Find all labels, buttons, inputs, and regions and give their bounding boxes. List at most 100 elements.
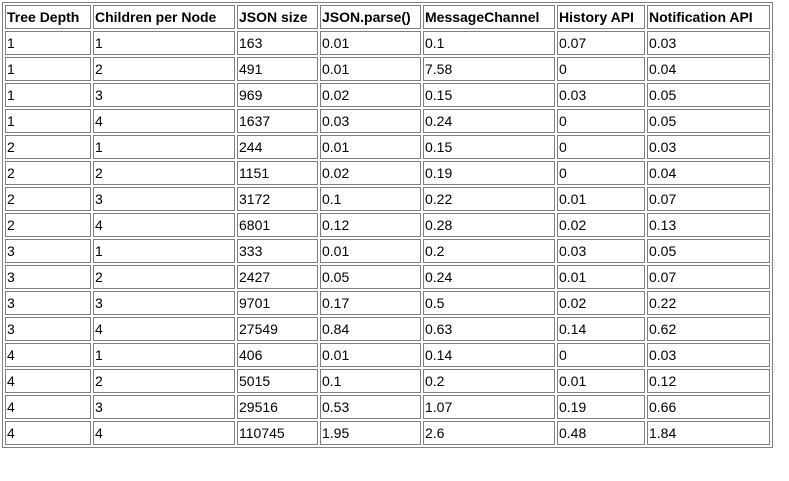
cell-children-per-node: 2 xyxy=(93,265,235,289)
cell-children-per-node: 4 xyxy=(93,421,235,445)
cell-json-size: 406 xyxy=(237,343,318,367)
cell-history-api: 0.07 xyxy=(557,31,645,55)
table-row: 3 4 27549 0.84 0.63 0.14 0.62 xyxy=(5,317,770,341)
cell-message-channel: 0.15 xyxy=(423,83,555,107)
cell-tree-depth: 3 xyxy=(5,239,91,263)
cell-history-api: 0.01 xyxy=(557,369,645,393)
cell-message-channel: 0.22 xyxy=(423,187,555,211)
cell-message-channel: 0.63 xyxy=(423,317,555,341)
cell-message-channel: 0.2 xyxy=(423,239,555,263)
cell-history-api: 0.03 xyxy=(557,83,645,107)
cell-tree-depth: 3 xyxy=(5,265,91,289)
cell-json-size: 1151 xyxy=(237,161,318,185)
cell-notification-api: 0.12 xyxy=(647,369,770,393)
cell-json-parse: 0.05 xyxy=(320,265,421,289)
table-row: 4 2 5015 0.1 0.2 0.01 0.12 xyxy=(5,369,770,393)
cell-tree-depth: 4 xyxy=(5,421,91,445)
cell-json-parse: 0.03 xyxy=(320,109,421,133)
table-row: 1 4 1637 0.03 0.24 0 0.05 xyxy=(5,109,770,133)
cell-history-api: 0.01 xyxy=(557,187,645,211)
cell-json-parse: 0.17 xyxy=(320,291,421,315)
cell-history-api: 0.48 xyxy=(557,421,645,445)
cell-message-channel: 0.1 xyxy=(423,31,555,55)
cell-tree-depth: 4 xyxy=(5,343,91,367)
cell-children-per-node: 2 xyxy=(93,57,235,81)
cell-tree-depth: 2 xyxy=(5,135,91,159)
cell-history-api: 0 xyxy=(557,135,645,159)
cell-json-size: 5015 xyxy=(237,369,318,393)
cell-json-size: 333 xyxy=(237,239,318,263)
cell-tree-depth: 1 xyxy=(5,57,91,81)
cell-json-parse: 0.1 xyxy=(320,369,421,393)
cell-json-size: 2427 xyxy=(237,265,318,289)
cell-history-api: 0 xyxy=(557,57,645,81)
cell-history-api: 0.03 xyxy=(557,239,645,263)
header-message-channel: MessageChannel xyxy=(423,5,555,29)
cell-tree-depth: 2 xyxy=(5,213,91,237)
cell-json-size: 1637 xyxy=(237,109,318,133)
table-row: 1 1 163 0.01 0.1 0.07 0.03 xyxy=(5,31,770,55)
table-container: Tree Depth Children per Node JSON size J… xyxy=(2,2,773,448)
cell-json-size: 27549 xyxy=(237,317,318,341)
cell-json-size: 969 xyxy=(237,83,318,107)
cell-tree-depth: 4 xyxy=(5,395,91,419)
cell-children-per-node: 1 xyxy=(93,343,235,367)
cell-json-parse: 0.84 xyxy=(320,317,421,341)
cell-tree-depth: 3 xyxy=(5,317,91,341)
cell-history-api: 0 xyxy=(557,343,645,367)
cell-json-parse: 1.95 xyxy=(320,421,421,445)
cell-tree-depth: 2 xyxy=(5,161,91,185)
cell-message-channel: 1.07 xyxy=(423,395,555,419)
cell-message-channel: 0.5 xyxy=(423,291,555,315)
cell-history-api: 0.02 xyxy=(557,213,645,237)
cell-json-parse: 0.02 xyxy=(320,83,421,107)
cell-notification-api: 0.62 xyxy=(647,317,770,341)
cell-json-size: 3172 xyxy=(237,187,318,211)
cell-notification-api: 0.05 xyxy=(647,109,770,133)
cell-json-parse: 0.1 xyxy=(320,187,421,211)
cell-message-channel: 7.58 xyxy=(423,57,555,81)
cell-history-api: 0 xyxy=(557,109,645,133)
cell-json-parse: 0.53 xyxy=(320,395,421,419)
table-row: 2 4 6801 0.12 0.28 0.02 0.13 xyxy=(5,213,770,237)
table-row: 3 3 9701 0.17 0.5 0.02 0.22 xyxy=(5,291,770,315)
cell-json-size: 6801 xyxy=(237,213,318,237)
table-row: 4 4 110745 1.95 2.6 0.48 1.84 xyxy=(5,421,770,445)
results-table: Tree Depth Children per Node JSON size J… xyxy=(2,2,773,448)
cell-json-parse: 0.01 xyxy=(320,31,421,55)
cell-notification-api: 1.84 xyxy=(647,421,770,445)
table-row: 1 3 969 0.02 0.15 0.03 0.05 xyxy=(5,83,770,107)
table-row: 3 2 2427 0.05 0.24 0.01 0.07 xyxy=(5,265,770,289)
cell-history-api: 0.01 xyxy=(557,265,645,289)
cell-tree-depth: 1 xyxy=(5,109,91,133)
header-json-size: JSON size xyxy=(237,5,318,29)
table-header: Tree Depth Children per Node JSON size J… xyxy=(5,5,770,29)
cell-children-per-node: 1 xyxy=(93,31,235,55)
cell-children-per-node: 3 xyxy=(93,291,235,315)
cell-notification-api: 0.03 xyxy=(647,135,770,159)
cell-json-size: 163 xyxy=(237,31,318,55)
cell-history-api: 0.02 xyxy=(557,291,645,315)
cell-notification-api: 0.13 xyxy=(647,213,770,237)
header-row: Tree Depth Children per Node JSON size J… xyxy=(5,5,770,29)
cell-message-channel: 0.24 xyxy=(423,109,555,133)
cell-children-per-node: 2 xyxy=(93,161,235,185)
cell-message-channel: 0.28 xyxy=(423,213,555,237)
header-children-per-node: Children per Node xyxy=(93,5,235,29)
cell-notification-api: 0.07 xyxy=(647,187,770,211)
cell-json-size: 29516 xyxy=(237,395,318,419)
cell-json-parse: 0.01 xyxy=(320,343,421,367)
cell-notification-api: 0.03 xyxy=(647,343,770,367)
cell-message-channel: 0.19 xyxy=(423,161,555,185)
cell-notification-api: 0.05 xyxy=(647,239,770,263)
cell-children-per-node: 3 xyxy=(93,187,235,211)
table-row: 2 1 244 0.01 0.15 0 0.03 xyxy=(5,135,770,159)
table-body: 1 1 163 0.01 0.1 0.07 0.03 1 2 491 0.01 … xyxy=(5,31,770,445)
cell-children-per-node: 1 xyxy=(93,135,235,159)
header-tree-depth: Tree Depth xyxy=(5,5,91,29)
header-notification-api: Notification API xyxy=(647,5,770,29)
cell-notification-api: 0.22 xyxy=(647,291,770,315)
cell-children-per-node: 3 xyxy=(93,395,235,419)
cell-json-parse: 0.01 xyxy=(320,239,421,263)
table-row: 3 1 333 0.01 0.2 0.03 0.05 xyxy=(5,239,770,263)
